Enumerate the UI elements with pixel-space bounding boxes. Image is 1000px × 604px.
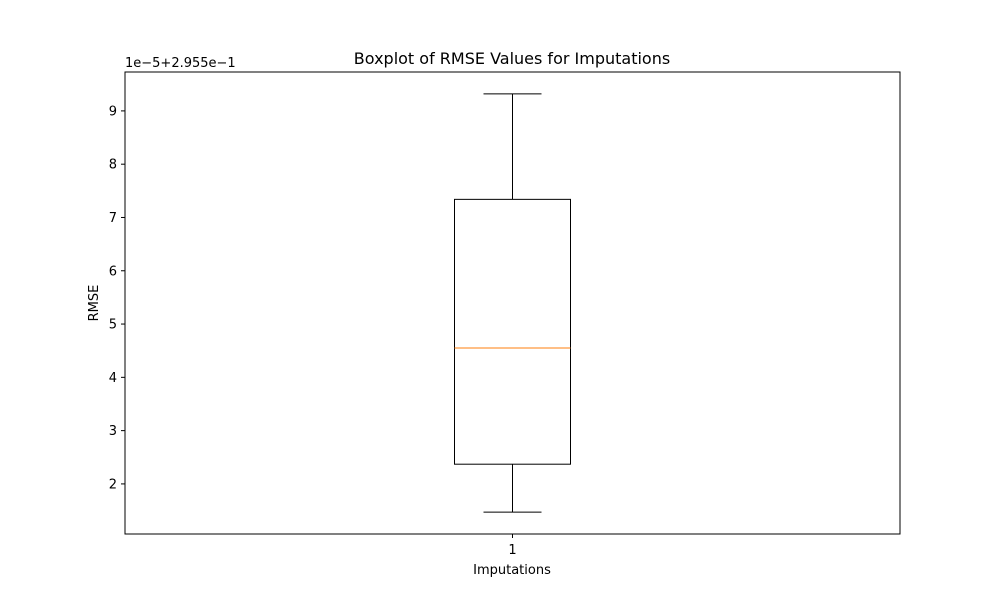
y-tick-label: 4: [109, 371, 117, 386]
iqr-box: [454, 198, 571, 465]
y-tick-label: 9: [109, 104, 117, 119]
y-offset-label: 1e−5+2.955e−1: [125, 56, 236, 71]
y-axis-label: RMSE: [87, 285, 102, 322]
y-tick-label: 3: [109, 424, 117, 439]
y-tick-label: 8: [109, 158, 117, 173]
y-tick-label: 6: [109, 264, 117, 279]
plot-marks: 2 3 4 5 6 7 8 9 1: [109, 93, 571, 558]
plot-frame: [124, 71, 901, 535]
y-tick-label: 5: [109, 318, 117, 333]
y-tick-label: 7: [109, 211, 117, 226]
chart-title: Boxplot of RMSE Values for Imputations: [354, 49, 670, 68]
x-tick-label: 1: [508, 543, 516, 558]
x-axis-label: Imputations: [473, 563, 551, 578]
y-tick-label: 2: [109, 477, 117, 492]
